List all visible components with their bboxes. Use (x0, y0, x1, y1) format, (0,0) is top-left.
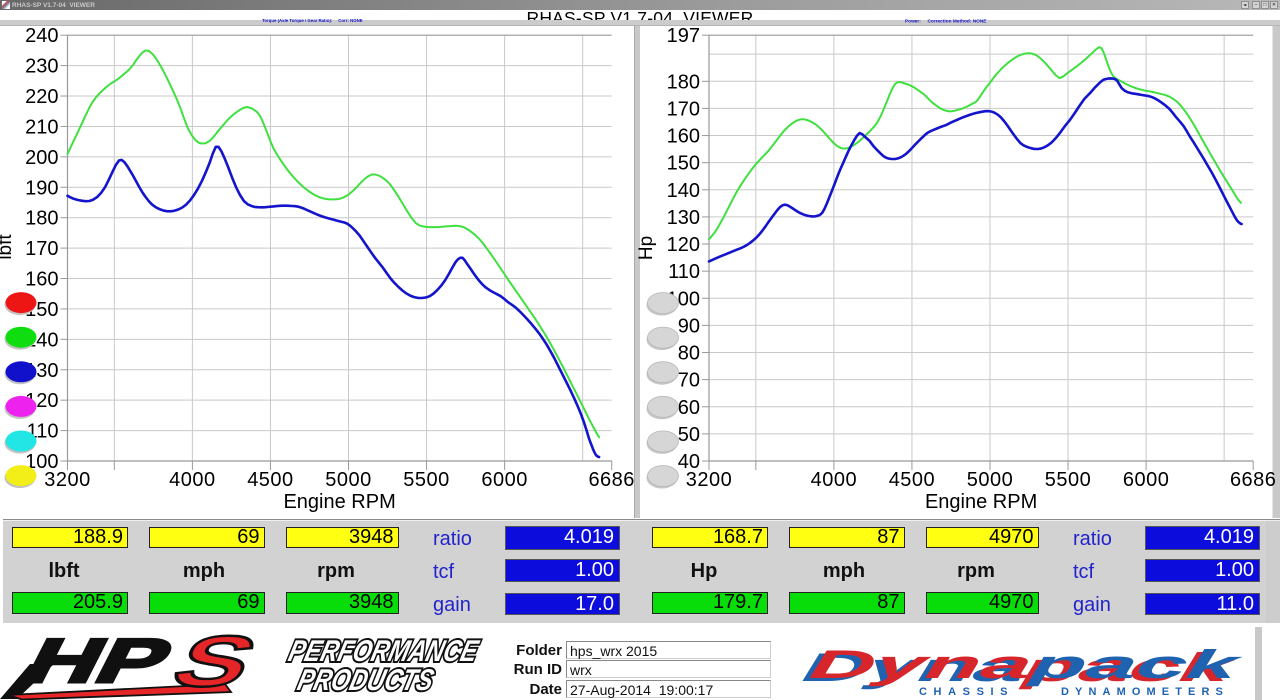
svg-text:230: 230 (25, 56, 58, 78)
svg-text:6686: 6686 (588, 469, 635, 491)
svg-text:150: 150 (667, 153, 700, 175)
svg-text:100: 100 (25, 451, 58, 473)
svg-text:PERFORMANCE: PERFORMANCE (285, 634, 483, 668)
svg-text:5500: 5500 (1045, 469, 1092, 491)
svg-text:90: 90 (678, 315, 700, 337)
svg-text:210: 210 (25, 116, 58, 138)
svg-text:240: 240 (25, 25, 58, 47)
svg-text:6686: 6686 (1230, 469, 1277, 491)
svg-text:160: 160 (667, 126, 700, 148)
svg-text:Engine RPM: Engine RPM (925, 491, 1037, 513)
svg-text:120: 120 (667, 234, 700, 256)
svg-text:220: 220 (25, 86, 58, 108)
svg-text:3200: 3200 (686, 469, 733, 491)
svg-text:200: 200 (25, 147, 58, 169)
svg-text:180: 180 (25, 208, 58, 230)
svg-text:6000: 6000 (1123, 469, 1170, 491)
svg-text:180: 180 (667, 71, 700, 93)
svg-text:5000: 5000 (325, 469, 372, 491)
svg-text:40: 40 (678, 451, 700, 473)
svg-text:HP: HP (13, 627, 184, 696)
svg-text:PRODUCTS: PRODUCTS (294, 663, 437, 697)
svg-text:lbft: lbft (0, 234, 16, 260)
svg-text:190: 190 (25, 177, 58, 199)
svg-text:170: 170 (25, 238, 58, 260)
svg-text:5000: 5000 (967, 469, 1014, 491)
svg-text:5500: 5500 (403, 469, 450, 491)
svg-text:4500: 4500 (247, 469, 294, 491)
svg-text:80: 80 (678, 343, 700, 365)
svg-text:130: 130 (667, 207, 700, 229)
svg-text:4000: 4000 (811, 469, 858, 491)
svg-text:Hp: Hp (636, 236, 657, 260)
svg-text:170: 170 (667, 98, 700, 120)
svg-text:197: 197 (667, 25, 700, 47)
svg-text:6000: 6000 (481, 469, 528, 491)
svg-text:4500: 4500 (889, 469, 936, 491)
svg-text:Engine RPM: Engine RPM (283, 491, 395, 513)
svg-text:4000: 4000 (169, 469, 216, 491)
svg-text:140: 140 (667, 180, 700, 202)
svg-text:110: 110 (668, 261, 700, 283)
svg-text:3200: 3200 (44, 469, 91, 491)
svg-text:60: 60 (678, 397, 700, 419)
svg-text:160: 160 (25, 269, 58, 291)
svg-text:70: 70 (678, 370, 700, 392)
svg-text:50: 50 (678, 424, 700, 446)
